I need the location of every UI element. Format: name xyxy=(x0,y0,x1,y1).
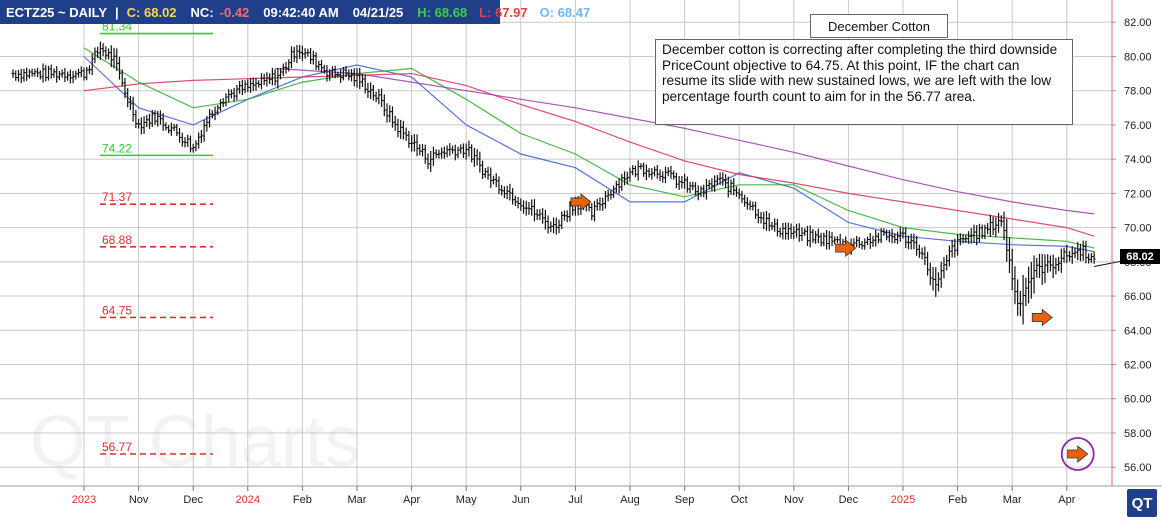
time-label: 09:42:40 AM xyxy=(263,4,339,20)
y-tick-label: 64.00 xyxy=(1124,325,1152,337)
x-tick-label: Feb xyxy=(293,494,312,506)
x-tick-label: Nov xyxy=(129,494,149,506)
close-label: C: 68.02 xyxy=(126,4,177,20)
header-separator: | xyxy=(115,4,119,20)
commentary-box: December cotton is correcting after comp… xyxy=(655,39,1073,125)
x-tick-label: Apr xyxy=(1058,494,1075,506)
chart-grid xyxy=(0,0,1112,486)
level-label: 71.37 xyxy=(102,190,132,204)
highlight-circle xyxy=(1060,437,1095,471)
y-tick-label: 74.00 xyxy=(1124,154,1152,166)
symbol-label[interactable]: ECTZ25 ~ DAILY xyxy=(6,4,108,20)
x-tick-label: Dec xyxy=(183,494,203,506)
last-price-marker: 68.02 xyxy=(1120,249,1160,264)
y-tick-label: 82.00 xyxy=(1124,17,1152,29)
y-tick-label: 60.00 xyxy=(1124,394,1152,406)
y-axis: 82.0080.0078.0076.0074.0072.0070.0068.00… xyxy=(1111,0,1152,486)
level-label: 68.88 xyxy=(102,233,132,247)
x-tick-label: 2024 xyxy=(236,494,260,506)
qt-logo-icon[interactable]: QT xyxy=(1127,489,1157,517)
x-tick-label: May xyxy=(456,494,477,506)
date-label: 04/21/25 xyxy=(352,4,404,20)
x-tick-label: Aug xyxy=(620,494,640,506)
moving-average-line xyxy=(83,56,1095,253)
y-tick-label: 70.00 xyxy=(1124,223,1152,235)
level-label: 64.75 xyxy=(102,303,132,317)
y-tick-label: 76.00 xyxy=(1124,120,1152,132)
low-label: L: 67.97 xyxy=(479,4,528,20)
arrow-right-icon xyxy=(570,193,592,211)
y-tick-label: 56.00 xyxy=(1124,462,1152,474)
arrow-right-icon xyxy=(1031,308,1053,327)
x-tick-label: Dec xyxy=(839,494,859,506)
x-axis: 2023 Nov Dec 2024 Feb Mar Apr May Jun Jul Aug Sep Oc… xyxy=(0,485,1162,506)
y-tick-label: 72.00 xyxy=(1124,188,1152,200)
ohlc-bars xyxy=(11,41,1121,325)
x-tick-label: Mar xyxy=(1003,494,1022,506)
y-tick-label: 66.00 xyxy=(1124,291,1152,303)
y-tick-label: 78.00 xyxy=(1124,86,1152,98)
x-tick-label: Nov xyxy=(784,494,804,506)
moving-average-line xyxy=(83,72,1095,237)
level-label: 56.77 xyxy=(102,440,132,454)
net-change-value: -0.42 xyxy=(219,4,250,20)
y-tick-label: 58.00 xyxy=(1124,428,1152,440)
net-change-label: NC: xyxy=(190,4,214,20)
x-tick-label: Jun xyxy=(512,494,530,506)
x-tick-label: Apr xyxy=(403,494,420,506)
level-label: 74.22 xyxy=(102,141,132,155)
y-tick-label: 62.00 xyxy=(1124,360,1152,372)
x-tick-label: Jul xyxy=(568,494,582,506)
high-label: H: 68.68 xyxy=(417,4,468,20)
open-label: O: 68.47 xyxy=(539,4,591,20)
x-tick-label: 2023 xyxy=(72,494,96,506)
x-tick-label: Sep xyxy=(675,494,695,506)
watermark: QT Charts xyxy=(30,402,361,482)
y-tick-label: 80.00 xyxy=(1124,51,1152,63)
x-tick-label: Oct xyxy=(731,494,748,506)
x-tick-label: 2025 xyxy=(891,494,915,506)
moving-averages xyxy=(83,47,1095,253)
x-tick-label: Feb xyxy=(948,494,967,506)
x-tick-label: Mar xyxy=(348,494,367,506)
quote-header: ECTZ25 ~ DAILY | C: 68.02 NC: -0.42 09:4… xyxy=(0,0,590,24)
arrow-right-icon xyxy=(835,239,857,257)
arrow-right-icon xyxy=(1067,445,1089,463)
chart-title-box: December Cotton xyxy=(810,14,948,38)
arrow-markers xyxy=(570,193,1095,471)
moving-average-line xyxy=(83,47,1095,249)
moving-average-line xyxy=(275,67,1095,215)
